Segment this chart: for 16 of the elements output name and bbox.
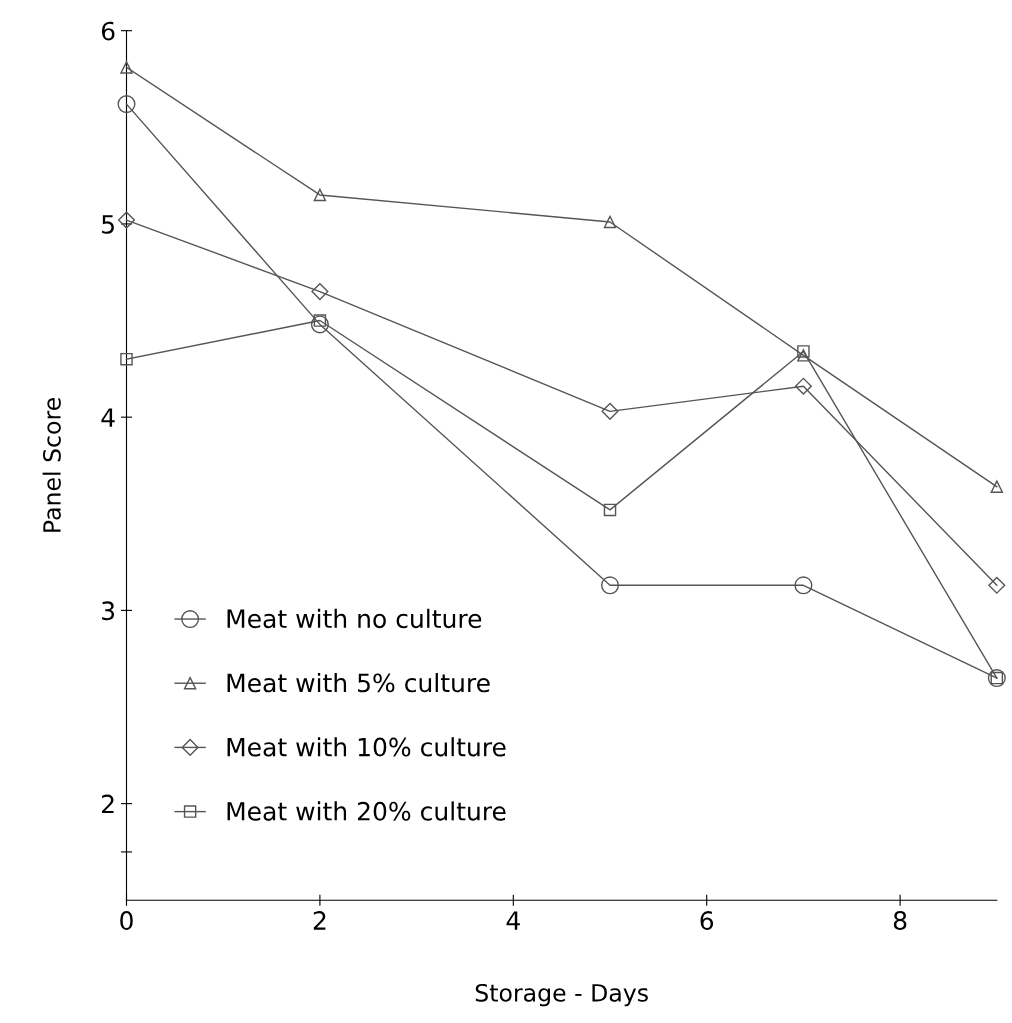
x-tick-label: 6 [700,911,714,931]
y-tick-label: 2 [102,794,114,814]
legend-label: Meat with 20% culture [227,801,506,821]
y-tick-label: 4 [101,408,115,427]
x-tick-label: 0 [120,911,133,931]
y-tick-label: 5 [102,215,114,234]
x-axis-title: Storage - Days [475,983,648,1007]
y-tick-label: 6 [101,21,115,41]
x-tick-label: 8 [893,911,907,931]
x-tick-label: 2 [313,911,326,930]
legend-label: Meat with 10% culture [227,737,506,757]
y-axis-title: Panel Score [42,398,61,532]
x-tick-label: 4 [506,911,520,930]
legend-label: Meat with no culture [227,608,482,629]
legend-label: Meat with 5% culture [227,672,490,693]
y-tick-label: 3 [102,601,115,621]
